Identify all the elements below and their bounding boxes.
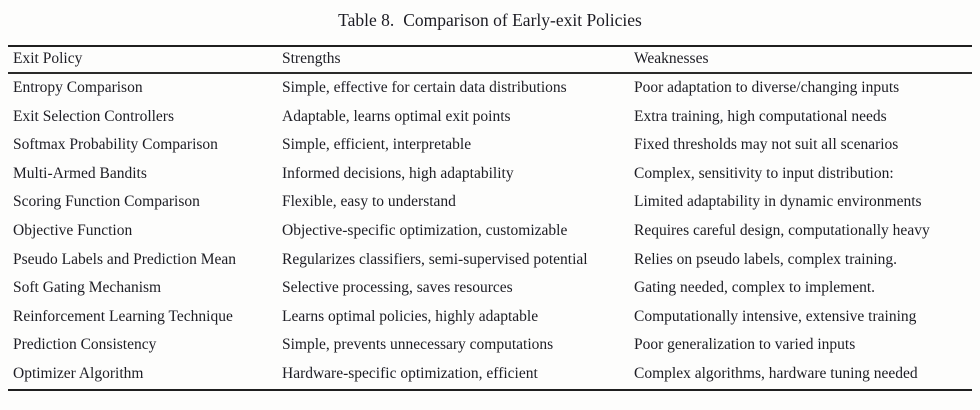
cell-strengths: Simple, efficient, interpretable bbox=[282, 136, 472, 154]
table-row: Optimizer Algorithm Hardware-specific opt… bbox=[8, 360, 972, 390]
table-row: Entropy Comparison Simple, effective for … bbox=[8, 73, 972, 103]
column-header-exit-policy: Exit Policy bbox=[8, 45, 277, 74]
table-body: Entropy Comparison Simple, effective for … bbox=[8, 73, 972, 390]
cell-weaknesses: Complex, sensitivity to input distributi… bbox=[634, 164, 894, 182]
cell-exit-policy: Prediction Consistency bbox=[13, 336, 157, 354]
table-caption-label: Table 8. bbox=[338, 10, 395, 30]
cell-exit-policy: Soft Gating Mechanism bbox=[13, 279, 162, 297]
cell-exit-policy: Pseudo Labels and Prediction Mean bbox=[13, 250, 236, 268]
table-row: Prediction Consistency Simple, prevents u… bbox=[8, 331, 972, 360]
table-row: Softmax Probability Comparison Simple, ef… bbox=[8, 131, 972, 160]
cell-exit-policy: Scoring Function Comparison bbox=[13, 193, 200, 211]
cell-weaknesses: Poor adaptation to diverse/changing inpu… bbox=[634, 79, 900, 96]
table-header-row: Exit Policy Strengths Weaknesses bbox=[8, 45, 972, 74]
cell-exit-policy: Optimizer Algorithm bbox=[13, 364, 144, 382]
cell-exit-policy: Exit Selection Controllers bbox=[13, 107, 175, 125]
early-exit-policies-table: Exit Policy Strengths Weaknesses Entropy… bbox=[8, 45, 972, 391]
cell-strengths: Hardware-specific optimization, efficien… bbox=[282, 364, 538, 382]
table-row: Objective Function Objective-specific opt… bbox=[8, 217, 972, 246]
cell-strengths: Regularizes classifiers, semi-supervised… bbox=[282, 250, 588, 268]
table-row: Exit Selection Controllers Adaptable, lea… bbox=[8, 103, 972, 132]
cell-strengths: Selective processing, saves resources bbox=[282, 279, 513, 297]
cell-strengths: Simple, effective for certain data distr… bbox=[282, 79, 567, 96]
table-row: Soft Gating Mechanism Selective processin… bbox=[8, 274, 972, 303]
column-header-strengths: Strengths bbox=[277, 45, 629, 74]
table-row: Scoring Function Comparison Flexible, eas… bbox=[8, 188, 972, 217]
cell-weaknesses: Limited adaptability in dynamic environm… bbox=[634, 193, 922, 211]
cell-exit-policy: Reinforcement Learning Technique bbox=[13, 307, 233, 325]
cell-weaknesses: Requires careful design, computationally… bbox=[634, 221, 930, 239]
cell-strengths: Adaptable, learns optimal exit points bbox=[282, 107, 511, 125]
cell-weaknesses: Fixed thresholds may not suit all scenar… bbox=[634, 136, 899, 154]
cell-weaknesses: Gating needed, complex to implement. bbox=[634, 279, 876, 297]
cell-weaknesses: Poor generalization to varied inputs bbox=[634, 336, 856, 354]
table-row: Multi-Armed Bandits Informed decisions, h… bbox=[8, 160, 972, 189]
cell-weaknesses: Relies on pseudo labels, complex trainin… bbox=[634, 250, 898, 268]
cell-weaknesses: Computationally intensive, extensive tra… bbox=[634, 307, 917, 325]
table-caption: Table 8. Comparison of Early-exit Policie… bbox=[0, 0, 980, 31]
cell-weaknesses: Complex algorithms, hardware tuning need… bbox=[634, 364, 918, 382]
cell-weaknesses: Extra training, high computational needs bbox=[634, 107, 887, 125]
cell-strengths: Learns optimal policies, highly adaptabl… bbox=[282, 307, 539, 325]
cell-exit-policy: Softmax Probability Comparison bbox=[13, 136, 218, 154]
cell-exit-policy: Multi-Armed Bandits bbox=[13, 164, 147, 182]
cell-strengths: Informed decisions, high adaptability bbox=[282, 164, 514, 182]
table-row: Reinforcement Learning Technique Learns o… bbox=[8, 303, 972, 332]
cell-strengths: Flexible, easy to understand bbox=[282, 193, 456, 211]
cell-strengths: Objective-specific optimization, customi… bbox=[282, 221, 568, 239]
table-caption-text: Comparison of Early-exit Policies bbox=[403, 10, 642, 30]
cell-strengths: Simple, prevents unnecessary computation… bbox=[282, 336, 554, 354]
table-row: Pseudo Labels and Prediction Mean Regular… bbox=[8, 246, 972, 275]
column-header-weaknesses: Weaknesses bbox=[629, 45, 972, 74]
cell-exit-policy: Objective Function bbox=[13, 221, 133, 239]
cell-exit-policy: Entropy Comparison bbox=[13, 79, 143, 96]
